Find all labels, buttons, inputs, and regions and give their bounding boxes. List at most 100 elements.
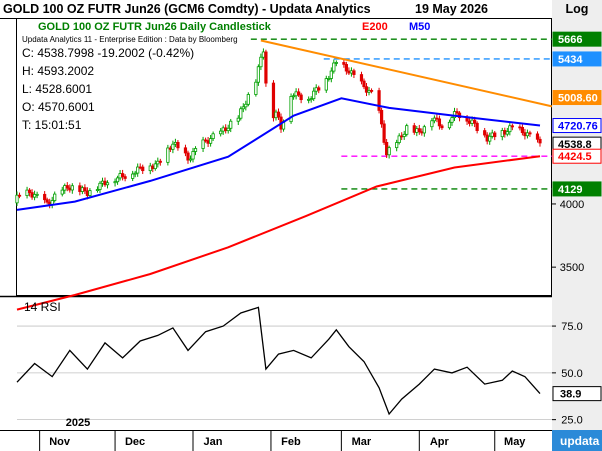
- candle: [98, 181, 102, 194]
- candle: [131, 170, 135, 182]
- month-label: Jan: [204, 436, 223, 448]
- candle-body: [377, 90, 381, 111]
- candle: [382, 120, 386, 145]
- candle-body: [206, 140, 210, 144]
- candle-body: [309, 98, 313, 101]
- level-badge-box: [552, 148, 602, 164]
- candle-body: [307, 98, 311, 101]
- level-badge-5008.60: 5008.60: [552, 90, 602, 106]
- candle: [364, 83, 369, 97]
- candle-body: [523, 132, 527, 137]
- candle: [332, 59, 336, 74]
- candle: [186, 150, 190, 164]
- level-badge-box: [552, 118, 602, 134]
- candle: [70, 183, 74, 194]
- candle: [254, 79, 258, 97]
- candle-body: [400, 135, 404, 138]
- candle: [510, 123, 514, 131]
- candle: [528, 130, 532, 137]
- candle: [123, 174, 127, 182]
- candle: [246, 92, 250, 107]
- candle-body: [80, 187, 84, 192]
- candle-body: [314, 87, 318, 92]
- candle-body: [68, 187, 72, 191]
- candle-body: [485, 134, 489, 142]
- watermark: updata: [560, 434, 600, 448]
- candle-body: [437, 118, 442, 127]
- candle-body: [264, 51, 268, 84]
- candle-body: [168, 147, 172, 150]
- candle: [289, 93, 293, 124]
- candle: [297, 88, 301, 97]
- price-tick-label: 3500: [560, 262, 584, 274]
- candle-body: [103, 180, 107, 186]
- level-badge-5666: 5666: [552, 31, 602, 47]
- level-badge-5434: 5434: [552, 51, 602, 67]
- candle: [342, 59, 346, 68]
- candle: [450, 114, 454, 126]
- candle: [379, 107, 384, 128]
- candle-body: [83, 187, 87, 192]
- candle: [493, 130, 497, 141]
- candle: [395, 139, 399, 152]
- candle-body: [85, 190, 90, 196]
- legend-m50: M50: [409, 21, 430, 33]
- candle: [256, 64, 260, 86]
- rsi-tick-label: 50.0: [561, 368, 582, 380]
- rsi-tick-label: 75.0: [561, 321, 582, 333]
- m50-line: [16, 97, 541, 211]
- candle-body: [261, 51, 266, 58]
- candle-body: [229, 120, 233, 129]
- candle: [344, 61, 348, 75]
- candle: [535, 131, 540, 143]
- level-badge-box: [552, 181, 602, 197]
- candle-body: [15, 194, 19, 204]
- candle: [430, 118, 434, 131]
- candle-body: [33, 193, 37, 198]
- ohlc-open: O: 4570.6001: [22, 100, 95, 114]
- candle-body: [349, 70, 354, 74]
- candle: [327, 75, 331, 82]
- candle-body: [226, 127, 230, 132]
- candle: [88, 188, 92, 198]
- candle: [193, 146, 198, 156]
- candle-body: [329, 70, 333, 79]
- candle-body: [100, 180, 105, 184]
- month-label: Mar: [352, 436, 372, 448]
- candle: [27, 188, 32, 197]
- candle: [359, 71, 364, 85]
- candle: [188, 155, 193, 163]
- candle-body: [520, 126, 524, 134]
- chart-subtitle: GOLD 100 OZ FUTR Jun26 Daily Candlestick: [38, 21, 272, 33]
- rsi-tick-label: 25.0: [561, 415, 582, 427]
- candle: [171, 140, 175, 154]
- candle: [387, 145, 391, 159]
- candle-body: [276, 111, 281, 118]
- candle: [402, 130, 406, 140]
- candle-body: [65, 185, 69, 189]
- ohlc-time: T: 15:01:51: [22, 118, 82, 132]
- year-label: 2025: [66, 417, 90, 429]
- candle: [201, 136, 205, 152]
- candle: [176, 140, 180, 151]
- candle-body: [447, 121, 452, 129]
- candle-body: [136, 166, 140, 174]
- candle-body: [171, 143, 175, 150]
- candle-body: [450, 117, 454, 123]
- candle-body: [151, 165, 155, 170]
- rsi-line: [16, 306, 541, 416]
- candle: [236, 115, 240, 125]
- candle-body: [53, 193, 57, 201]
- candle-body: [236, 117, 240, 122]
- candle: [226, 124, 230, 134]
- candle-body: [432, 117, 436, 122]
- candle-body: [138, 166, 142, 169]
- candle-body: [156, 160, 160, 165]
- candle: [60, 186, 64, 197]
- candle: [95, 186, 100, 193]
- log-scale-toggle[interactable]: Log: [566, 2, 589, 16]
- candle: [191, 147, 195, 163]
- month-label: Nov: [49, 436, 71, 448]
- candle-body: [379, 110, 384, 125]
